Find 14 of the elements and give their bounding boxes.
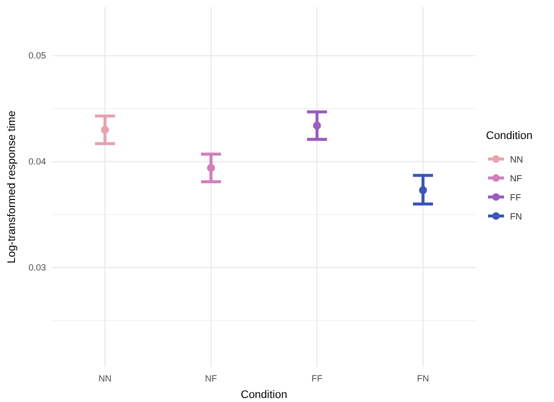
x-tick-label: NF (205, 373, 218, 384)
y-tick-label: 0.04 (28, 156, 46, 166)
legend-label: NN (510, 154, 523, 164)
legend-title: Condition (486, 130, 532, 142)
x-axis-title: Condition (240, 389, 288, 401)
legend-label: FF (510, 192, 522, 202)
y-tick-label: 0.05 (28, 50, 46, 61)
y-tick-label: 0.03 (28, 262, 46, 272)
y-axis-title: Log-transformed response time (6, 110, 18, 264)
legend-label: NF (510, 174, 522, 184)
x-tick-label: NN (98, 373, 112, 384)
legend-label: FN (510, 212, 522, 222)
x-tick-label: FN (417, 373, 429, 384)
x-tick-label: FF (312, 373, 323, 384)
